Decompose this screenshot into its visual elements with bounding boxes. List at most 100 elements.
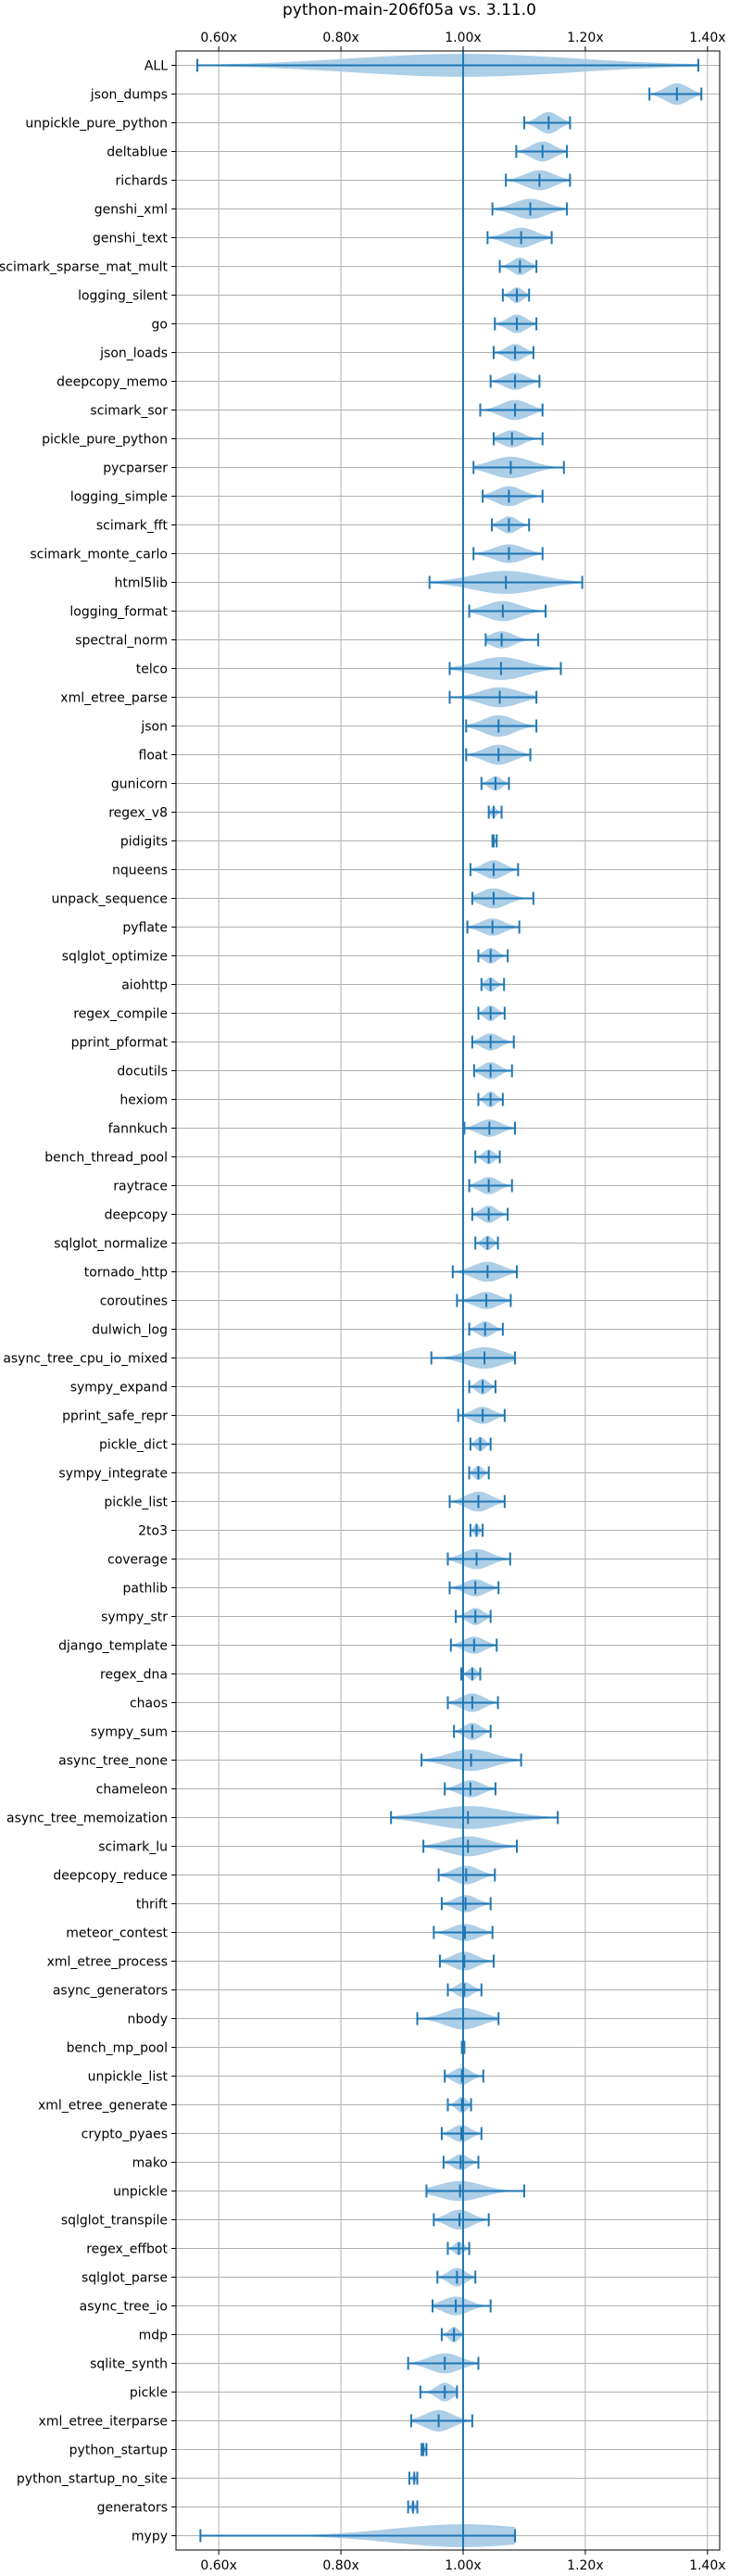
- x-tick-label-top: 1.40x: [689, 31, 725, 45]
- category-label: deltablue: [107, 145, 168, 160]
- category-label: python_startup_no_site: [17, 2472, 168, 2487]
- category-label: sympy_sum: [91, 1725, 168, 1740]
- x-ticks: 0.60x 0.60x 0.80x 0.80x 1.00x 1.00x 1.20x 1.20x…: [200, 31, 725, 2573]
- plot-frame: [175, 50, 721, 2551]
- chart-title: python-main-206f05a vs. 3.11.0: [283, 1, 536, 19]
- category-label: crypto_pyaes: [82, 2128, 168, 2142]
- x-tick-label-bottom: 1.20x: [567, 2558, 603, 2573]
- category-label: go: [152, 318, 168, 333]
- category-label: meteor_contest: [66, 1926, 168, 1941]
- grid: [176, 51, 720, 2550]
- category-label: aiohttp: [121, 979, 168, 993]
- category-label: generators: [97, 2501, 168, 2516]
- category-label: mypy: [132, 2530, 168, 2544]
- category-label: xml_etree_generate: [38, 2099, 168, 2114]
- category-label: django_template: [58, 1639, 168, 1654]
- category-label: sqlite_synth: [90, 2357, 168, 2372]
- category-label: regex_v8: [108, 806, 168, 821]
- category-label: scimark_monte_carlo: [30, 548, 168, 562]
- category-label: sympy_str: [101, 1610, 168, 1625]
- category-label: deepcopy: [105, 1208, 168, 1223]
- x-tick-label-bottom: 1.40x: [689, 2558, 725, 2573]
- category-label: unpickle_list: [88, 2070, 169, 2085]
- x-tick-label-bottom: 1.00x: [445, 2558, 481, 2573]
- category-label: sqlglot_transpile: [61, 2214, 168, 2229]
- x-tick-label-top: 0.60x: [200, 31, 236, 45]
- category-label: deepcopy_reduce: [53, 1869, 168, 1884]
- x-tick-label-top: 0.80x: [322, 31, 358, 45]
- category-label: async_tree_memoization: [6, 1812, 168, 1826]
- category-label: pathlib: [123, 1582, 169, 1597]
- category-label: pprint_pformat: [71, 1036, 169, 1051]
- category-label: coroutines: [100, 1294, 168, 1309]
- category-label: pidigits: [120, 835, 168, 850]
- category-label: gunicorn: [111, 777, 168, 792]
- category-label: logging_silent: [78, 289, 168, 304]
- category-label: scimark_sparse_mat_mult: [0, 260, 169, 275]
- category-label: sympy_expand: [70, 1381, 168, 1395]
- category-label: pickle_dict: [99, 1438, 169, 1453]
- x-tick-label-top: 1.00x: [445, 31, 481, 45]
- category-label: richards: [116, 174, 169, 189]
- category-label: regex_effbot: [86, 2242, 168, 2257]
- category-label: tornado_http: [84, 1266, 168, 1281]
- category-label: chaos: [130, 1697, 168, 1711]
- x-tick-label-bottom: 0.60x: [200, 2558, 236, 2573]
- category-label: mdp: [139, 2329, 169, 2343]
- category-label: regex_dna: [100, 1668, 168, 1683]
- category-label: logging_format: [69, 605, 168, 620]
- category-label: unpickle_pure_python: [25, 117, 168, 132]
- category-label: telco: [136, 663, 168, 677]
- category-label: python_startup: [69, 2443, 168, 2458]
- category-label: genshi_text: [93, 232, 169, 246]
- category-label: unpack_sequence: [52, 892, 168, 907]
- category-label: thrift: [136, 1898, 169, 1913]
- category-label: deepcopy_memo: [57, 375, 168, 390]
- category-label: pyflate: [122, 921, 168, 936]
- category-label: 2to3: [138, 1524, 168, 1539]
- category-label: pycparser: [103, 461, 168, 476]
- category-label: async_tree_cpu_io_mixed: [3, 1352, 168, 1367]
- category-label: sqlglot_optimize: [62, 950, 168, 965]
- category-label: mako: [132, 2156, 168, 2171]
- category-label: float: [139, 749, 169, 764]
- category-label: xml_etree_process: [47, 1955, 168, 1970]
- category-label: sympy_integrate: [58, 1467, 168, 1482]
- category-label: async_generators: [53, 1984, 168, 1999]
- violins: [196, 51, 703, 2550]
- category-label: docutils: [117, 1065, 168, 1080]
- category-label: scimark_fft: [96, 519, 169, 534]
- category-label: scimark_sor: [90, 404, 168, 419]
- category-label: xml_etree_parse: [60, 691, 168, 706]
- category-label: xml_etree_iterparse: [39, 2415, 168, 2430]
- category-label: pickle_list: [104, 1496, 168, 1510]
- category-label: pickle_pure_python: [42, 433, 168, 448]
- category-label: json_loads: [99, 347, 168, 361]
- category-label: hexiom: [119, 1093, 168, 1108]
- category-label: json: [140, 720, 168, 735]
- category-label: dulwich_log: [92, 1323, 168, 1338]
- x-tick-label-top: 1.20x: [567, 31, 603, 45]
- category-label: unpickle: [113, 2185, 168, 2200]
- category-label: ALL: [144, 59, 168, 74]
- category-label: async_tree_none: [58, 1754, 168, 1769]
- category-label: bench_thread_pool: [44, 1151, 168, 1166]
- category-label: raytrace: [113, 1180, 168, 1194]
- category-labels: ALL json_dumps unpickle_pure_pythondeltabl…: [0, 59, 176, 2544]
- category-label: chameleon: [96, 1783, 168, 1798]
- category-label: logging_simple: [70, 490, 168, 505]
- category-label: fannkuch: [108, 1122, 168, 1137]
- category-label: spectral_norm: [75, 634, 168, 649]
- category-label: nqueens: [112, 864, 168, 878]
- category-label: async_tree_io: [80, 2300, 168, 2315]
- category-label: pickle: [130, 2386, 168, 2401]
- category-label: html5lib: [115, 576, 169, 591]
- x-tick-label-bottom: 0.80x: [322, 2558, 358, 2573]
- category-label: sqlglot_normalize: [54, 1237, 168, 1252]
- category-label: genshi_xml: [94, 203, 168, 218]
- category-label: nbody: [128, 2013, 169, 2027]
- category-label: json_dumps: [90, 88, 168, 103]
- category-label: scimark_lu: [98, 1840, 168, 1855]
- category-label: pprint_safe_repr: [62, 1409, 168, 1424]
